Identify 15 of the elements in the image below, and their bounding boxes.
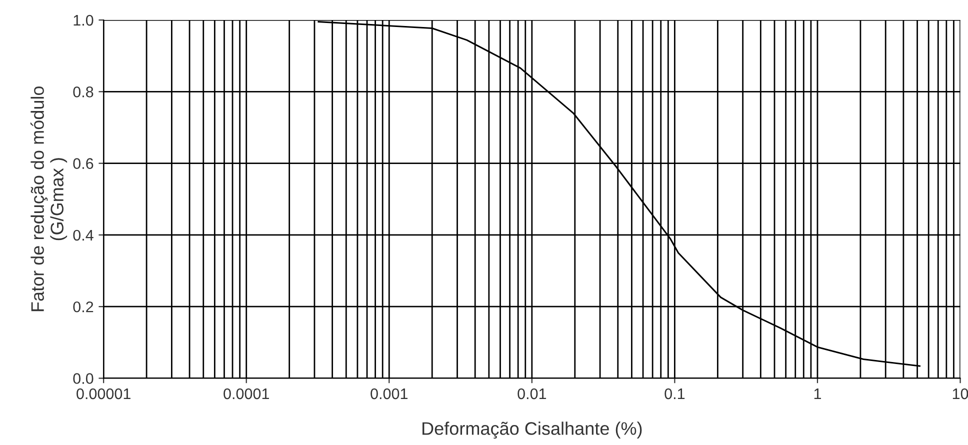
x-tick-label: 0.0001 bbox=[224, 388, 269, 400]
x-tick-label: 0.00001 bbox=[76, 388, 130, 400]
x-tick-label: 0.1 bbox=[664, 388, 685, 400]
x-tick-label: 0.01 bbox=[518, 388, 546, 400]
y-tick-label: 1.0 bbox=[74, 14, 94, 26]
x-tick-label: 0.001 bbox=[370, 388, 408, 400]
x-axis-title: Deformação Cisalhante (%) bbox=[422, 422, 642, 439]
y-tick-label: 0.4 bbox=[73, 230, 94, 241]
x-tick-label: 1 bbox=[814, 388, 821, 400]
y-tick-label: 0.8 bbox=[73, 86, 94, 98]
y-axis-title: Fator de redução do módulo (G/Gmax ) bbox=[30, 86, 68, 312]
y-tick-label: 0.0 bbox=[73, 373, 94, 384]
x-tick-label: 10 bbox=[952, 388, 968, 400]
y-tick-label: 0.6 bbox=[73, 158, 94, 169]
y-tick-label: 0.2 bbox=[73, 301, 94, 312]
